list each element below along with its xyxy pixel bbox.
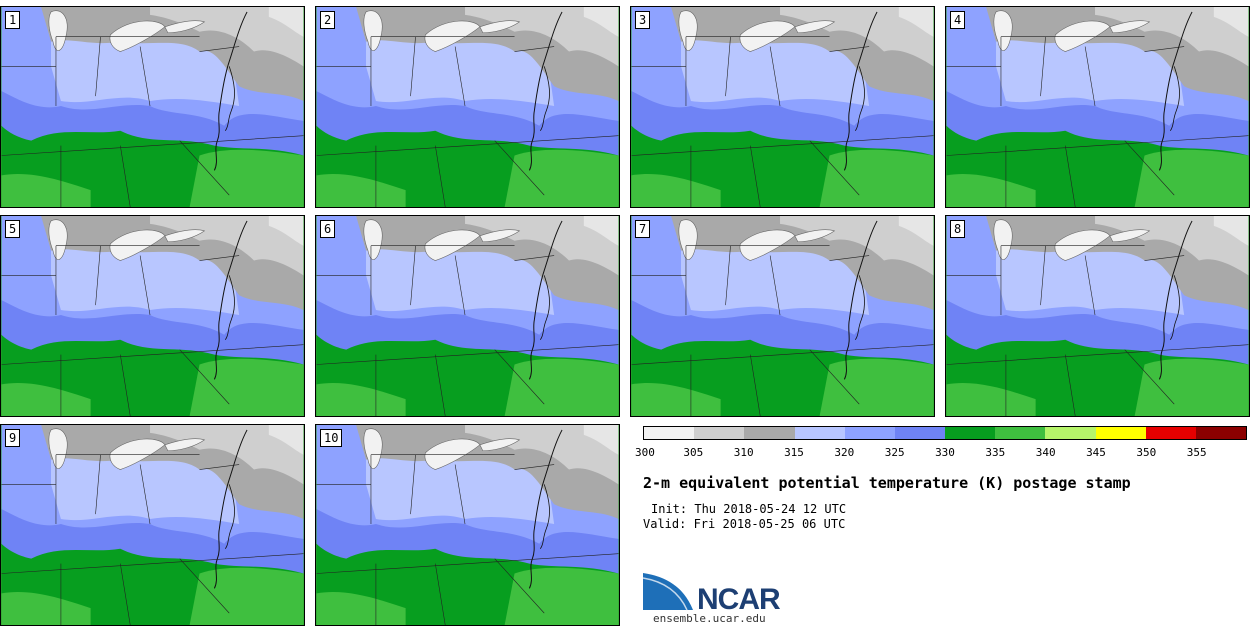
scale-tick-label: 315 <box>784 446 804 459</box>
member-label: 2 <box>320 11 336 29</box>
scale-tick-label: 320 <box>834 446 855 459</box>
stamp-panel-3: 3 <box>630 6 935 208</box>
map-thetae-member-2 <box>316 7 619 207</box>
member-label: 4 <box>950 11 966 29</box>
stamp-panel-8: 8 <box>945 215 1250 417</box>
map-thetae-member-7 <box>631 216 934 416</box>
member-label: 3 <box>635 11 651 29</box>
color-swatch <box>794 427 845 439</box>
scale-tick-label: 325 <box>884 446 905 459</box>
color-swatch <box>744 427 795 439</box>
member-label: 1 <box>5 11 21 29</box>
map-thetae-member-4 <box>946 7 1249 207</box>
color-swatch <box>1145 427 1196 439</box>
member-label: 7 <box>635 220 651 238</box>
scale-tick-label: 305 <box>683 446 704 459</box>
stamp-panel-7: 7 <box>630 215 935 417</box>
legend-title: 2-m equivalent potential temperature (K)… <box>643 474 1131 492</box>
color-scale-ticks: 300 305 310 315 320 325 330 335 340 345 350 355 <box>635 446 1247 460</box>
map-thetae-member-8 <box>946 216 1249 416</box>
map-thetae-member-9 <box>1 425 304 625</box>
color-swatch <box>945 427 996 439</box>
scale-tick-label: 345 <box>1086 446 1106 459</box>
init-time: Init: Thu 2018-05-24 12 UTC <box>651 502 847 516</box>
stamp-panel-9: 9 <box>0 424 305 626</box>
color-swatch <box>1045 427 1096 439</box>
stamp-panel-4: 4 <box>945 6 1250 208</box>
color-swatch <box>644 427 695 439</box>
map-thetae-member-3 <box>631 7 934 207</box>
scale-tick-label: 340 <box>1035 446 1056 459</box>
stamp-panel-1: 1 <box>0 6 305 208</box>
member-label: 8 <box>950 220 966 238</box>
stamp-panel-10: 10 <box>315 424 620 626</box>
stamp-panel-2: 2 <box>315 6 620 208</box>
scale-tick-label: 310 <box>733 446 754 459</box>
color-swatch <box>995 427 1046 439</box>
scale-tick-label: 335 <box>985 446 1006 459</box>
member-label: 6 <box>320 220 336 238</box>
stamp-panel-5: 5 <box>0 215 305 417</box>
scale-tick-label: 350 <box>1136 446 1157 459</box>
ncar-logo-text: NCAR <box>697 583 781 616</box>
ncar-logo-icon <box>643 571 696 611</box>
valid-time: Valid: Fri 2018-05-25 06 UTC <box>643 517 846 531</box>
color-swatch <box>1195 427 1247 439</box>
color-swatch <box>1095 427 1146 439</box>
color-swatch <box>894 427 946 439</box>
member-label: 10 <box>320 429 343 447</box>
ensemble-url[interactable]: ensemble.ucar.edu <box>653 612 766 625</box>
scale-tick-label: 300 <box>635 446 655 459</box>
color-swatch <box>694 427 745 439</box>
member-label: 5 <box>5 220 21 238</box>
map-thetae-member-10 <box>316 425 619 625</box>
color-swatch <box>844 427 895 439</box>
map-thetae-member-6 <box>316 216 619 416</box>
scale-tick-label: 330 <box>935 446 955 459</box>
color-scale-bar <box>643 426 1247 440</box>
map-thetae-member-5 <box>1 216 304 416</box>
stamp-panel-6: 6 <box>315 215 620 417</box>
member-label: 9 <box>5 429 21 447</box>
map-thetae-member-1 <box>1 7 304 207</box>
scale-tick-label: 355 <box>1186 446 1207 459</box>
